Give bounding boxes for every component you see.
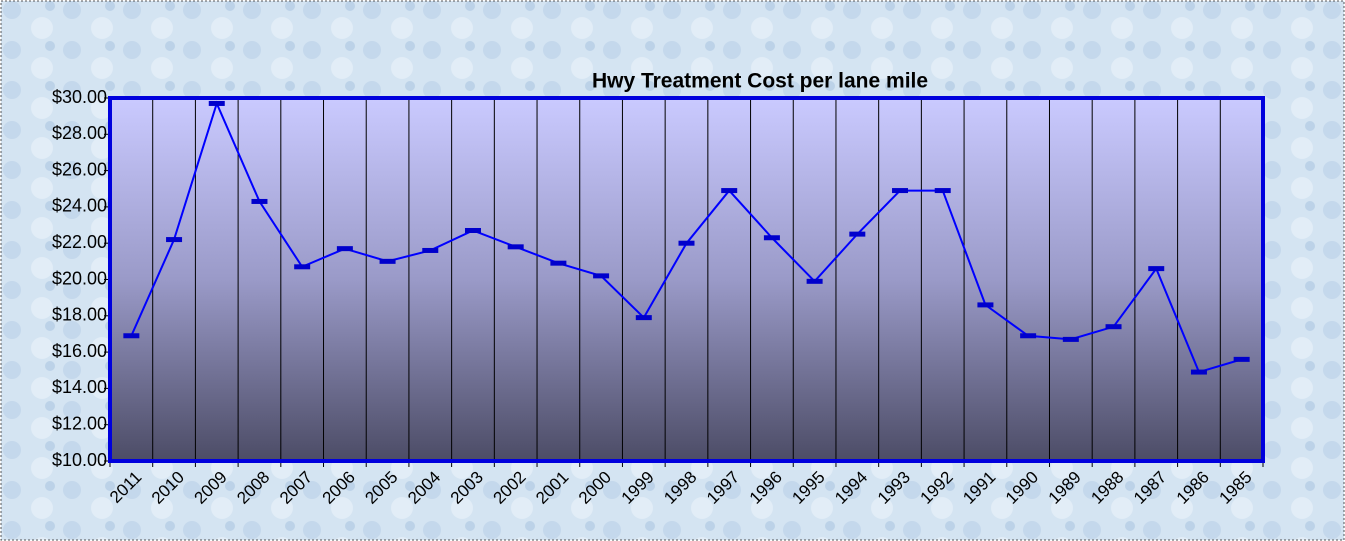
plot-border: [108, 96, 1265, 463]
marker: [635, 315, 652, 321]
marker: [1105, 324, 1122, 330]
y-tick-label: $30.00: [52, 87, 107, 107]
y-tick-label: $20.00: [52, 268, 107, 288]
marker: [294, 264, 311, 270]
marker: [721, 188, 738, 194]
marker: [1020, 333, 1037, 339]
marker: [678, 240, 695, 246]
marker: [123, 333, 140, 339]
marker: [934, 188, 951, 194]
marker: [1233, 356, 1250, 362]
marker: [977, 302, 994, 308]
y-tick-label: $12.00: [52, 413, 107, 433]
marker: [892, 188, 909, 194]
marker: [1148, 266, 1165, 272]
y-tick-label: $16.00: [52, 341, 107, 361]
y-tick-label: $22.00: [52, 232, 107, 252]
marker: [379, 258, 396, 264]
marker: [593, 273, 610, 279]
marker: [806, 278, 823, 284]
y-tick-label: $24.00: [52, 196, 107, 216]
marker: [507, 244, 524, 250]
plot-area: [110, 98, 1263, 461]
y-tick-label: $10.00: [52, 450, 107, 470]
marker: [550, 260, 567, 266]
marker: [763, 235, 780, 241]
marker: [1062, 336, 1079, 342]
marker: [464, 227, 481, 233]
y-tick-label: $28.00: [52, 123, 107, 143]
marker: [208, 100, 225, 106]
y-tick-label: $14.00: [52, 377, 107, 397]
y-tick-label: $26.00: [52, 159, 107, 179]
marker: [422, 247, 439, 253]
marker: [166, 237, 183, 243]
chart-title: Hwy Treatment Cost per lane mile: [592, 70, 928, 93]
marker: [849, 231, 866, 237]
marker: [1190, 369, 1207, 375]
marker: [251, 198, 268, 204]
marker: [336, 246, 353, 252]
y-tick-label: $18.00: [52, 305, 107, 325]
